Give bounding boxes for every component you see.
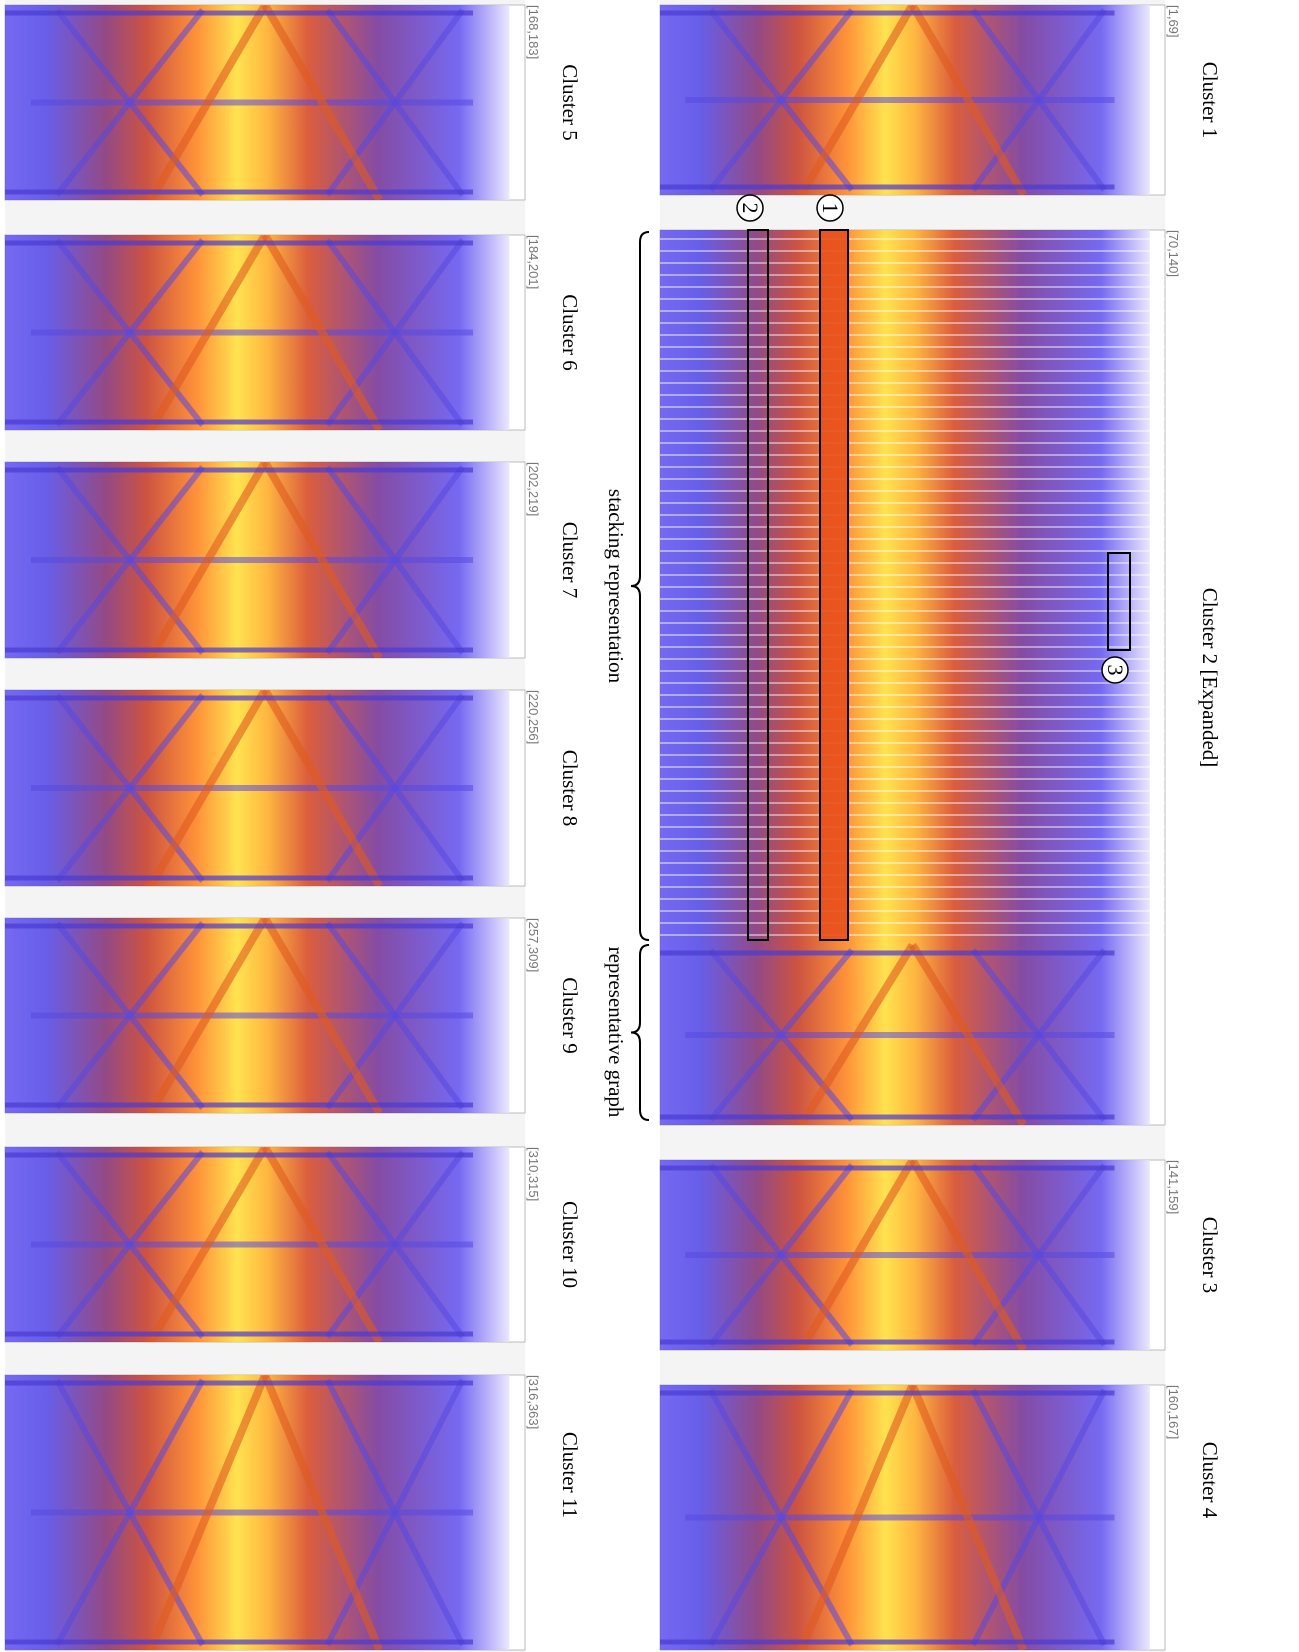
cluster-range: [220,256] <box>526 690 541 744</box>
stacking-orange-band <box>820 230 848 940</box>
cluster-range: [70,140] <box>1166 230 1181 277</box>
graph-edge <box>147 462 269 658</box>
annotation: stacking representation <box>604 489 628 684</box>
annotation: representative graph <box>604 947 628 1118</box>
panel-content <box>5 235 510 430</box>
cluster-title: Cluster 5 <box>558 64 582 140</box>
graph-edge <box>909 942 1028 1125</box>
graph-edge <box>147 235 269 430</box>
marker-circle <box>1101 656 1129 684</box>
highlight-box <box>819 229 849 941</box>
marker-circle <box>736 194 764 222</box>
panel-content <box>660 1160 1150 1350</box>
graph-edge <box>797 5 916 195</box>
graph-edge <box>147 1147 269 1342</box>
cluster-range: [184,201] <box>526 235 541 289</box>
panel-content <box>660 1385 1150 1650</box>
panel-content <box>5 462 510 658</box>
graph-edge <box>261 918 383 1113</box>
cluster-range: [141,159] <box>1166 1160 1181 1214</box>
graph-edge <box>261 1375 384 1650</box>
graph-edge <box>146 1375 269 1650</box>
stacking-pattern <box>660 230 1165 940</box>
marker-circle <box>816 194 844 222</box>
graph-edge <box>261 690 383 886</box>
cluster-title: Cluster 6 <box>558 294 582 370</box>
panel-content <box>660 230 1165 1125</box>
cluster-range: [310,315] <box>526 1147 541 1201</box>
cluster-range: [1,69] <box>1166 5 1181 38</box>
marker-label: 2 <box>738 203 763 214</box>
cluster-range: [168,183] <box>526 5 541 59</box>
graph-edge <box>147 690 269 886</box>
panel-content <box>5 1147 510 1342</box>
cluster-title: Cluster 10 <box>558 1201 582 1288</box>
graph-edge <box>797 942 916 1125</box>
cluster-title: Cluster 7 <box>558 522 582 598</box>
graph-edge <box>908 1385 1028 1650</box>
cluster-title: Cluster 11 <box>558 1432 582 1518</box>
cluster-range: [257,309] <box>526 918 541 972</box>
graph-edge <box>909 1160 1028 1350</box>
graph-edge <box>909 5 1028 195</box>
marker-label: 3 <box>1103 665 1128 676</box>
graph-edge <box>261 1147 383 1342</box>
cluster-range: [316,363] <box>526 1375 541 1429</box>
cluster-title: Cluster 9 <box>558 977 582 1053</box>
cluster-title: Cluster 2 [Expanded] <box>1198 588 1222 768</box>
panel-content <box>5 5 510 200</box>
panel-content <box>5 1375 510 1650</box>
graph-edge <box>261 235 383 430</box>
panel-content <box>5 918 510 1113</box>
cluster-range: [202,219] <box>526 462 541 516</box>
graph-edge <box>261 5 383 200</box>
panel-content <box>5 690 510 886</box>
rotated-layout: Cluster 1 [1,69] Cluster 2 [Expanded] [70,1… <box>4 0 1222 1652</box>
graph-edge <box>147 5 269 200</box>
graph-edge <box>147 918 269 1113</box>
cluster-title: Cluster 8 <box>558 750 582 826</box>
marker-label: 1 <box>818 203 843 214</box>
panel-content <box>660 5 1150 195</box>
cluster-title: Cluster 4 <box>1198 1442 1222 1519</box>
graph-edge <box>261 462 383 658</box>
graph-edge <box>797 1385 917 1650</box>
highlight-box <box>747 229 769 941</box>
cluster-range: [160,167] <box>1166 1385 1181 1439</box>
brace <box>630 231 650 941</box>
highlight-box <box>1107 552 1131 651</box>
brace <box>630 944 650 1121</box>
graph-edge <box>797 1160 916 1350</box>
cluster-title: Cluster 1 <box>1198 62 1222 138</box>
cluster-title: Cluster 3 <box>1198 1217 1222 1293</box>
